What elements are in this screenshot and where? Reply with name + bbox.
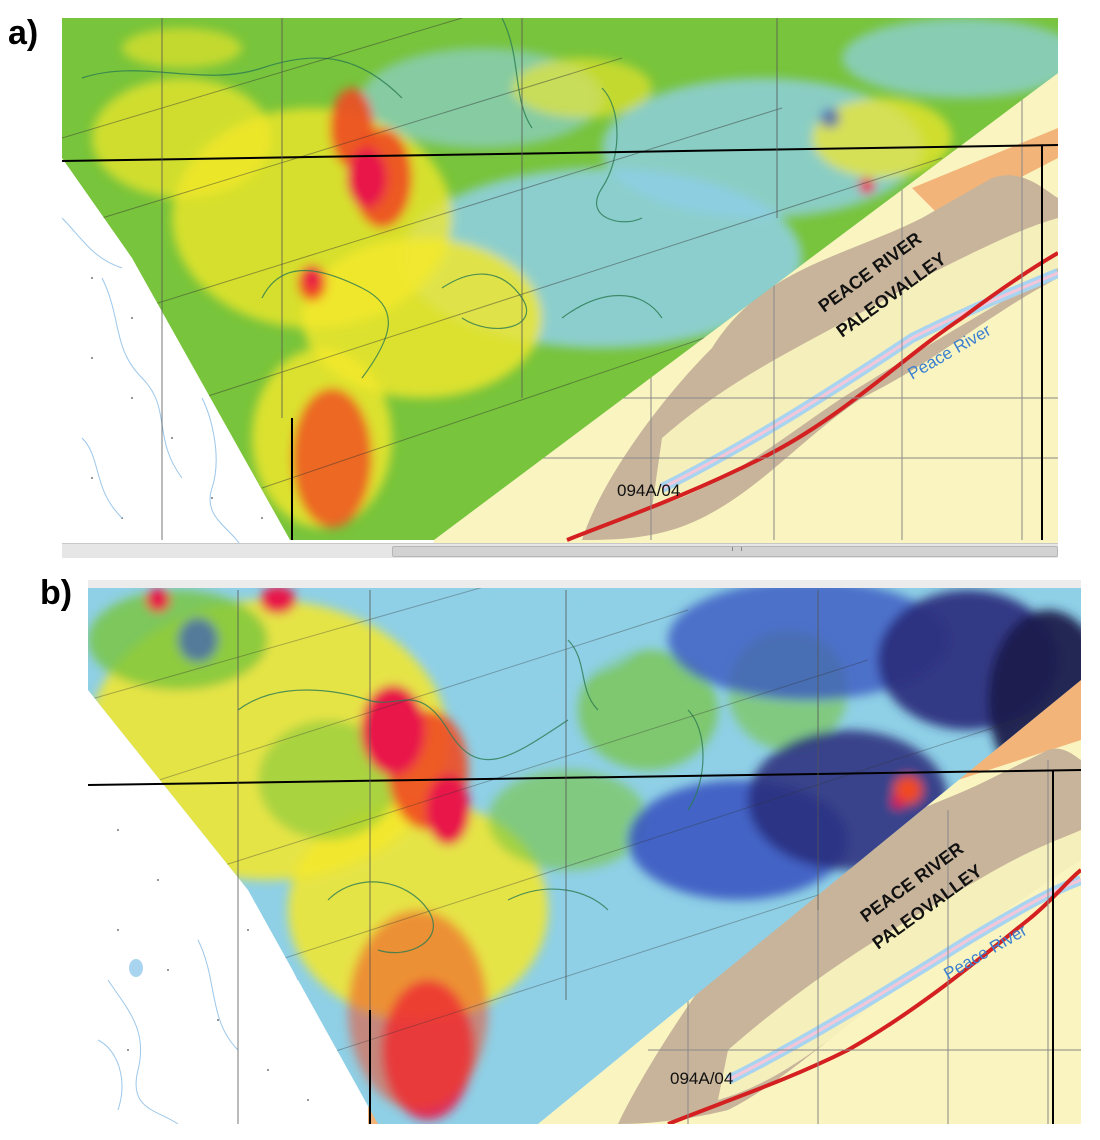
map-sheet-label-a: 094A/04 <box>617 481 680 500</box>
map-panel-b: PEACE RIVER PALEOVALLEY Peace River 094A… <box>88 580 1081 1124</box>
scrollbar-thumb[interactable] <box>392 546 1058 557</box>
panel-a-label: a) <box>8 14 39 52</box>
panel-b-label: b) <box>40 574 73 612</box>
grid-lines-a <box>62 18 1058 540</box>
map-sheet-label-b: 094A/04 <box>670 1069 733 1088</box>
horizontal-scrollbar[interactable] <box>62 543 1058 558</box>
grid-lines-b <box>88 590 1081 1124</box>
map-panel-a: PEACE RIVER PALEOVALLEY Peace River 094A… <box>62 18 1058 558</box>
scrollbar-grip-icon <box>732 547 742 551</box>
